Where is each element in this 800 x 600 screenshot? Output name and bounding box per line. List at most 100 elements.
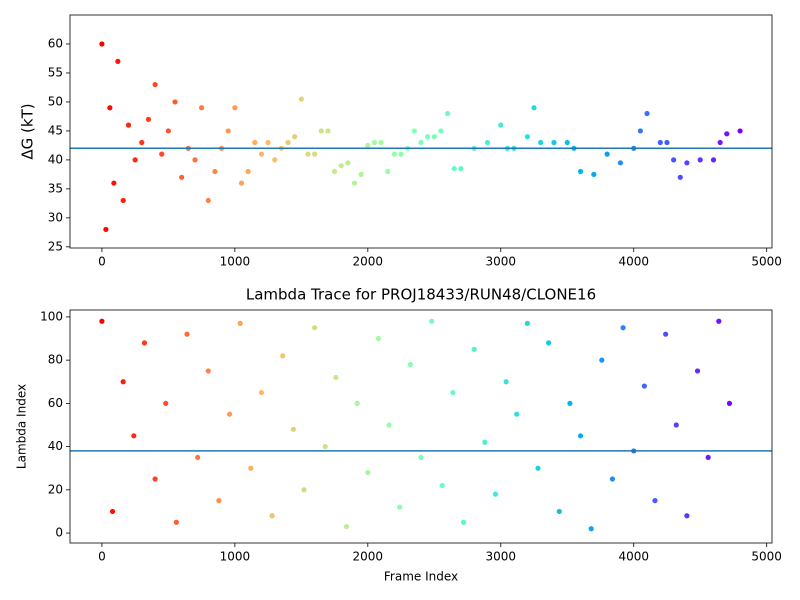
- point: [109, 508, 116, 515]
- point: [546, 340, 552, 346]
- point: [103, 226, 109, 233]
- y-tick-label: 20: [48, 482, 63, 496]
- point: [391, 151, 398, 157]
- point: [99, 318, 105, 324]
- point: [716, 318, 722, 324]
- point: [225, 128, 231, 134]
- point: [599, 357, 605, 363]
- point: [333, 374, 339, 381]
- point: [641, 383, 647, 389]
- x-tick-label: 2000: [353, 255, 384, 269]
- point: [269, 513, 275, 519]
- point: [111, 180, 117, 186]
- y-tick-label: 60: [48, 396, 63, 410]
- point: [205, 197, 211, 204]
- point: [199, 105, 205, 111]
- y-tick-label: 40: [48, 439, 63, 453]
- point: [232, 105, 238, 111]
- point: [331, 168, 338, 175]
- point: [484, 139, 491, 146]
- point: [671, 157, 677, 163]
- point: [107, 105, 113, 111]
- point: [115, 58, 121, 64]
- x-tick-label: 3000: [485, 255, 516, 269]
- point: [184, 331, 190, 337]
- point: [120, 197, 126, 204]
- point: [195, 454, 201, 461]
- point: [272, 157, 278, 163]
- point: [351, 180, 358, 186]
- point: [514, 411, 520, 417]
- point: [173, 519, 179, 525]
- point: [556, 508, 562, 515]
- y-tick-label: 60: [48, 36, 63, 50]
- point: [717, 139, 723, 146]
- x-tick-label: 0: [98, 550, 106, 564]
- point: [265, 139, 271, 146]
- point: [524, 320, 530, 327]
- point: [343, 523, 350, 530]
- point: [216, 498, 222, 504]
- point: [358, 171, 364, 177]
- x-tick-label: 5000: [751, 255, 782, 269]
- point: [301, 487, 307, 493]
- x-tick-label: 4000: [618, 255, 649, 269]
- point: [673, 422, 679, 428]
- y-tick-label: 80: [48, 353, 63, 367]
- point: [371, 139, 378, 146]
- point: [312, 325, 318, 331]
- point: [172, 99, 178, 105]
- point: [498, 122, 504, 128]
- point: [460, 519, 467, 525]
- y-tick-label: 35: [48, 181, 63, 195]
- y-tick-label: 40: [48, 152, 63, 166]
- point: [354, 400, 360, 406]
- point: [152, 476, 158, 482]
- point: [305, 151, 311, 157]
- point: [577, 168, 584, 175]
- point: [425, 134, 431, 140]
- point: [535, 465, 541, 471]
- y-tick-label: 30: [48, 210, 63, 224]
- point: [620, 325, 626, 331]
- point: [252, 139, 258, 146]
- point: [179, 174, 185, 180]
- point: [298, 96, 304, 102]
- chart-title: Lambda Trace for PROJ18433/RUN48/CLONE16: [246, 286, 596, 304]
- point: [338, 163, 344, 169]
- point: [132, 157, 138, 163]
- point: [345, 160, 351, 166]
- y-tick-label: 55: [48, 65, 63, 79]
- point: [312, 151, 318, 157]
- point: [551, 139, 557, 146]
- point: [458, 165, 464, 172]
- point: [163, 400, 169, 406]
- x-tick-label: 3000: [485, 550, 516, 564]
- point: [451, 165, 457, 172]
- point: [205, 368, 211, 374]
- point: [609, 476, 616, 482]
- y-axis-label: ΔG (kT): [19, 103, 37, 159]
- point: [710, 157, 717, 163]
- point: [226, 411, 233, 417]
- point: [567, 400, 573, 406]
- point: [385, 168, 391, 175]
- point: [492, 491, 499, 497]
- point: [444, 110, 451, 117]
- point: [397, 504, 403, 510]
- point: [238, 180, 245, 186]
- point: [258, 151, 265, 157]
- point: [604, 151, 610, 157]
- point: [245, 168, 251, 175]
- point: [292, 134, 298, 140]
- point: [644, 110, 650, 117]
- point: [375, 335, 382, 342]
- x-axis-label: Frame Index: [384, 570, 458, 584]
- point: [538, 139, 544, 146]
- point: [524, 134, 530, 140]
- point: [378, 139, 384, 146]
- point: [248, 465, 254, 471]
- axes-frame: [69, 309, 773, 544]
- x-tick-label: 4000: [618, 550, 649, 564]
